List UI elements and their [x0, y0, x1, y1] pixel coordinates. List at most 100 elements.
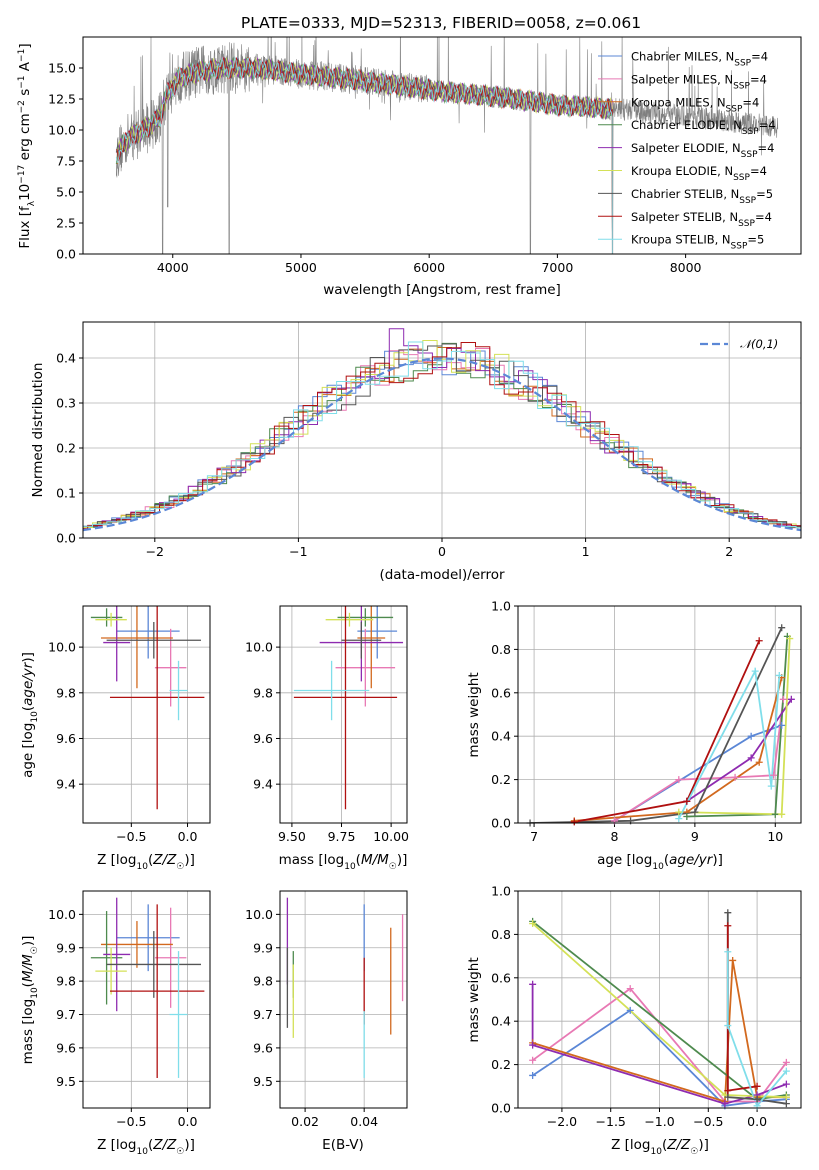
- y-axis-label-part: ]: [17, 43, 33, 48]
- series-marker-salpeter-stelib: [753, 1082, 761, 1090]
- axes-frame: [279, 890, 408, 1109]
- x-axis-label-part: age/yr: [669, 852, 714, 868]
- x-tick-label: 0.0: [178, 1114, 198, 1129]
- axes-frame: [82, 321, 802, 539]
- x-tick-label: 9.75: [328, 829, 356, 844]
- x-axis-label-part: 10: [344, 862, 356, 872]
- y-axis-label-part: Flux [f: [17, 205, 33, 249]
- y-axis-label-part: 10: [30, 987, 40, 999]
- series-marker-salpeter-stelib: [724, 1087, 732, 1095]
- y-axis-label-part: −17: [17, 165, 27, 184]
- y-tick-label: 9.8: [253, 685, 273, 700]
- x-axis-label: wavelength [Angstrom, rest frame]: [323, 282, 561, 298]
- y-tick-label: 0.0: [491, 1101, 511, 1116]
- y-tick-label: 0.4: [491, 729, 511, 744]
- x-axis-label-part: ☉: [176, 1147, 184, 1157]
- legend-label-kroupa-stelib: Kroupa STELIB, NSSP=5: [631, 233, 764, 252]
- series-marker-salpeter-stelib: [724, 922, 732, 930]
- series-line-kroupa-miles: [574, 677, 783, 822]
- y-axis-label-part: 10: [17, 184, 33, 201]
- chart-age-vs-metallicity: −0.5 0.09.49.69.810.0Z [log10(Z/Z☉)]age […: [20, 605, 211, 872]
- series-marker-salpeter-stelib: [683, 797, 691, 805]
- x-tick-label: 1: [582, 544, 590, 559]
- chart-residual-histogram: −2 −1 0 1 2 0.0 0.1 0.2 0.3 0.4 𝒩(0,1) (data-model)…: [30, 321, 802, 583]
- x-axis-label-part: age [log: [597, 852, 652, 868]
- y-tick-label: 0.4: [491, 1014, 511, 1029]
- y-tick-label: 10.0: [48, 640, 76, 655]
- x-tick-label: −0.5: [116, 1114, 146, 1129]
- plot-area: [115, 37, 779, 254]
- series-line-chabrier-stelib: [530, 627, 783, 823]
- x-axis-label-part: )]: [184, 852, 195, 868]
- x-axis-label: Z [log10(Z/Z☉)]: [97, 852, 195, 872]
- y-tick-label: 0.0: [56, 247, 76, 262]
- y-axis-label-part: age [log: [20, 723, 36, 778]
- plot-area: [530, 627, 793, 823]
- legend-label-salpeter-miles-part: Salpeter MILES, N: [631, 72, 733, 86]
- x-tick-label: 9.50: [278, 829, 306, 844]
- plot-area: [83, 328, 801, 532]
- series-marker-salpeter-elodie: [529, 1041, 537, 1049]
- series-line-salpeter-stelib: [574, 640, 761, 823]
- legend-label-chabrier-elodie-part: =4: [759, 118, 776, 132]
- series-marker-salpeter-elodie: [721, 1100, 729, 1108]
- x-tick-label: 4000: [157, 260, 189, 275]
- y-axis-label: mass [log10(M/M☉)]: [20, 936, 40, 1065]
- x-tick-label: −2: [146, 544, 164, 559]
- x-tick-label: 0.0: [178, 829, 198, 844]
- legend-label-kroupa-stelib-part: Kroupa STELIB, N: [631, 233, 731, 247]
- x-tick-label: 8: [611, 829, 619, 844]
- series-marker-salpeter-elodie: [529, 980, 537, 988]
- y-tick-label: 10.0: [245, 640, 273, 655]
- y-axis-label-part: )]: [20, 936, 36, 947]
- y-tick-label: 0.3: [56, 396, 76, 411]
- y-tick-label: 15.0: [48, 61, 76, 76]
- axes-frame: [517, 605, 802, 824]
- axes-frame: [82, 890, 211, 1109]
- y-tick-label: 9.6: [56, 731, 76, 746]
- y-tick-label: 0.2: [491, 1057, 511, 1072]
- series-marker-salpeter-miles: [770, 771, 778, 779]
- normal-reference-curve: [83, 357, 801, 532]
- y-axis-label-part: erg cm: [17, 113, 33, 164]
- legend-label-kroupa-miles-part: Kroupa MILES, N: [631, 95, 726, 109]
- x-axis-label: (data-model)/error: [379, 567, 505, 583]
- y-tick-label: 9.6: [56, 1040, 76, 1055]
- series-marker-kroupa-elodie: [786, 635, 794, 643]
- y-axis-label-part: A: [17, 61, 33, 75]
- series-marker-kroupa-stelib: [675, 815, 683, 823]
- series-marker-salpeter-miles: [782, 1058, 790, 1066]
- y-axis-label-part: age/yr: [20, 661, 36, 706]
- series-marker-kroupa-elodie: [529, 920, 537, 928]
- legend-label-salpeter-elodie: Salpeter ELODIE, NSSP=4: [631, 141, 774, 160]
- legend-label-kroupa-miles-part: SSP: [726, 104, 743, 114]
- x-tick-label: −2.0: [547, 1114, 577, 1129]
- y-tick-label: 0.6: [491, 970, 511, 985]
- series-marker-chabrier-stelib: [724, 1093, 732, 1101]
- figure-title: PLATE=0333, MJD=52313, FIBERID=0058, z=0…: [241, 14, 641, 32]
- series-marker-chabrier-miles: [778, 721, 786, 729]
- x-axis-label-part: (: [148, 852, 153, 868]
- legend-label-salpeter-stelib-part: Salpeter STELIB, N: [631, 210, 738, 224]
- series-marker-chabrier-miles: [747, 732, 755, 740]
- y-tick-label: 0.1: [56, 486, 76, 501]
- series-marker-salpeter-miles: [626, 985, 634, 993]
- series-marker-salpeter-elodie: [787, 695, 795, 703]
- y-tick-label: 5.0: [56, 185, 76, 200]
- x-tick-label: 6000: [413, 260, 445, 275]
- legend-label-chabrier-stelib-part: =5: [756, 187, 773, 201]
- y-tick-label: 9.5: [56, 1074, 76, 1089]
- y-tick-label: 10.0: [245, 907, 273, 922]
- y-axis-label-part: ☉: [30, 946, 40, 954]
- y-axis-label-part: −2: [17, 100, 27, 113]
- y-tick-label: 7.5: [56, 154, 76, 169]
- x-tick-label: 10: [767, 829, 783, 844]
- y-tick-label: 9.9: [253, 940, 273, 955]
- y-tick-label: 0.2: [491, 772, 511, 787]
- y-tick-label: 0.2: [56, 441, 76, 456]
- x-axis-label: E(B-V): [322, 1137, 364, 1153]
- y-axis-label-part: (: [20, 706, 36, 711]
- y-axis-label: mass weight: [466, 672, 482, 757]
- y-axis-label: Flux [fλ10−17 erg cm−2 s−1 A−1]: [17, 43, 37, 248]
